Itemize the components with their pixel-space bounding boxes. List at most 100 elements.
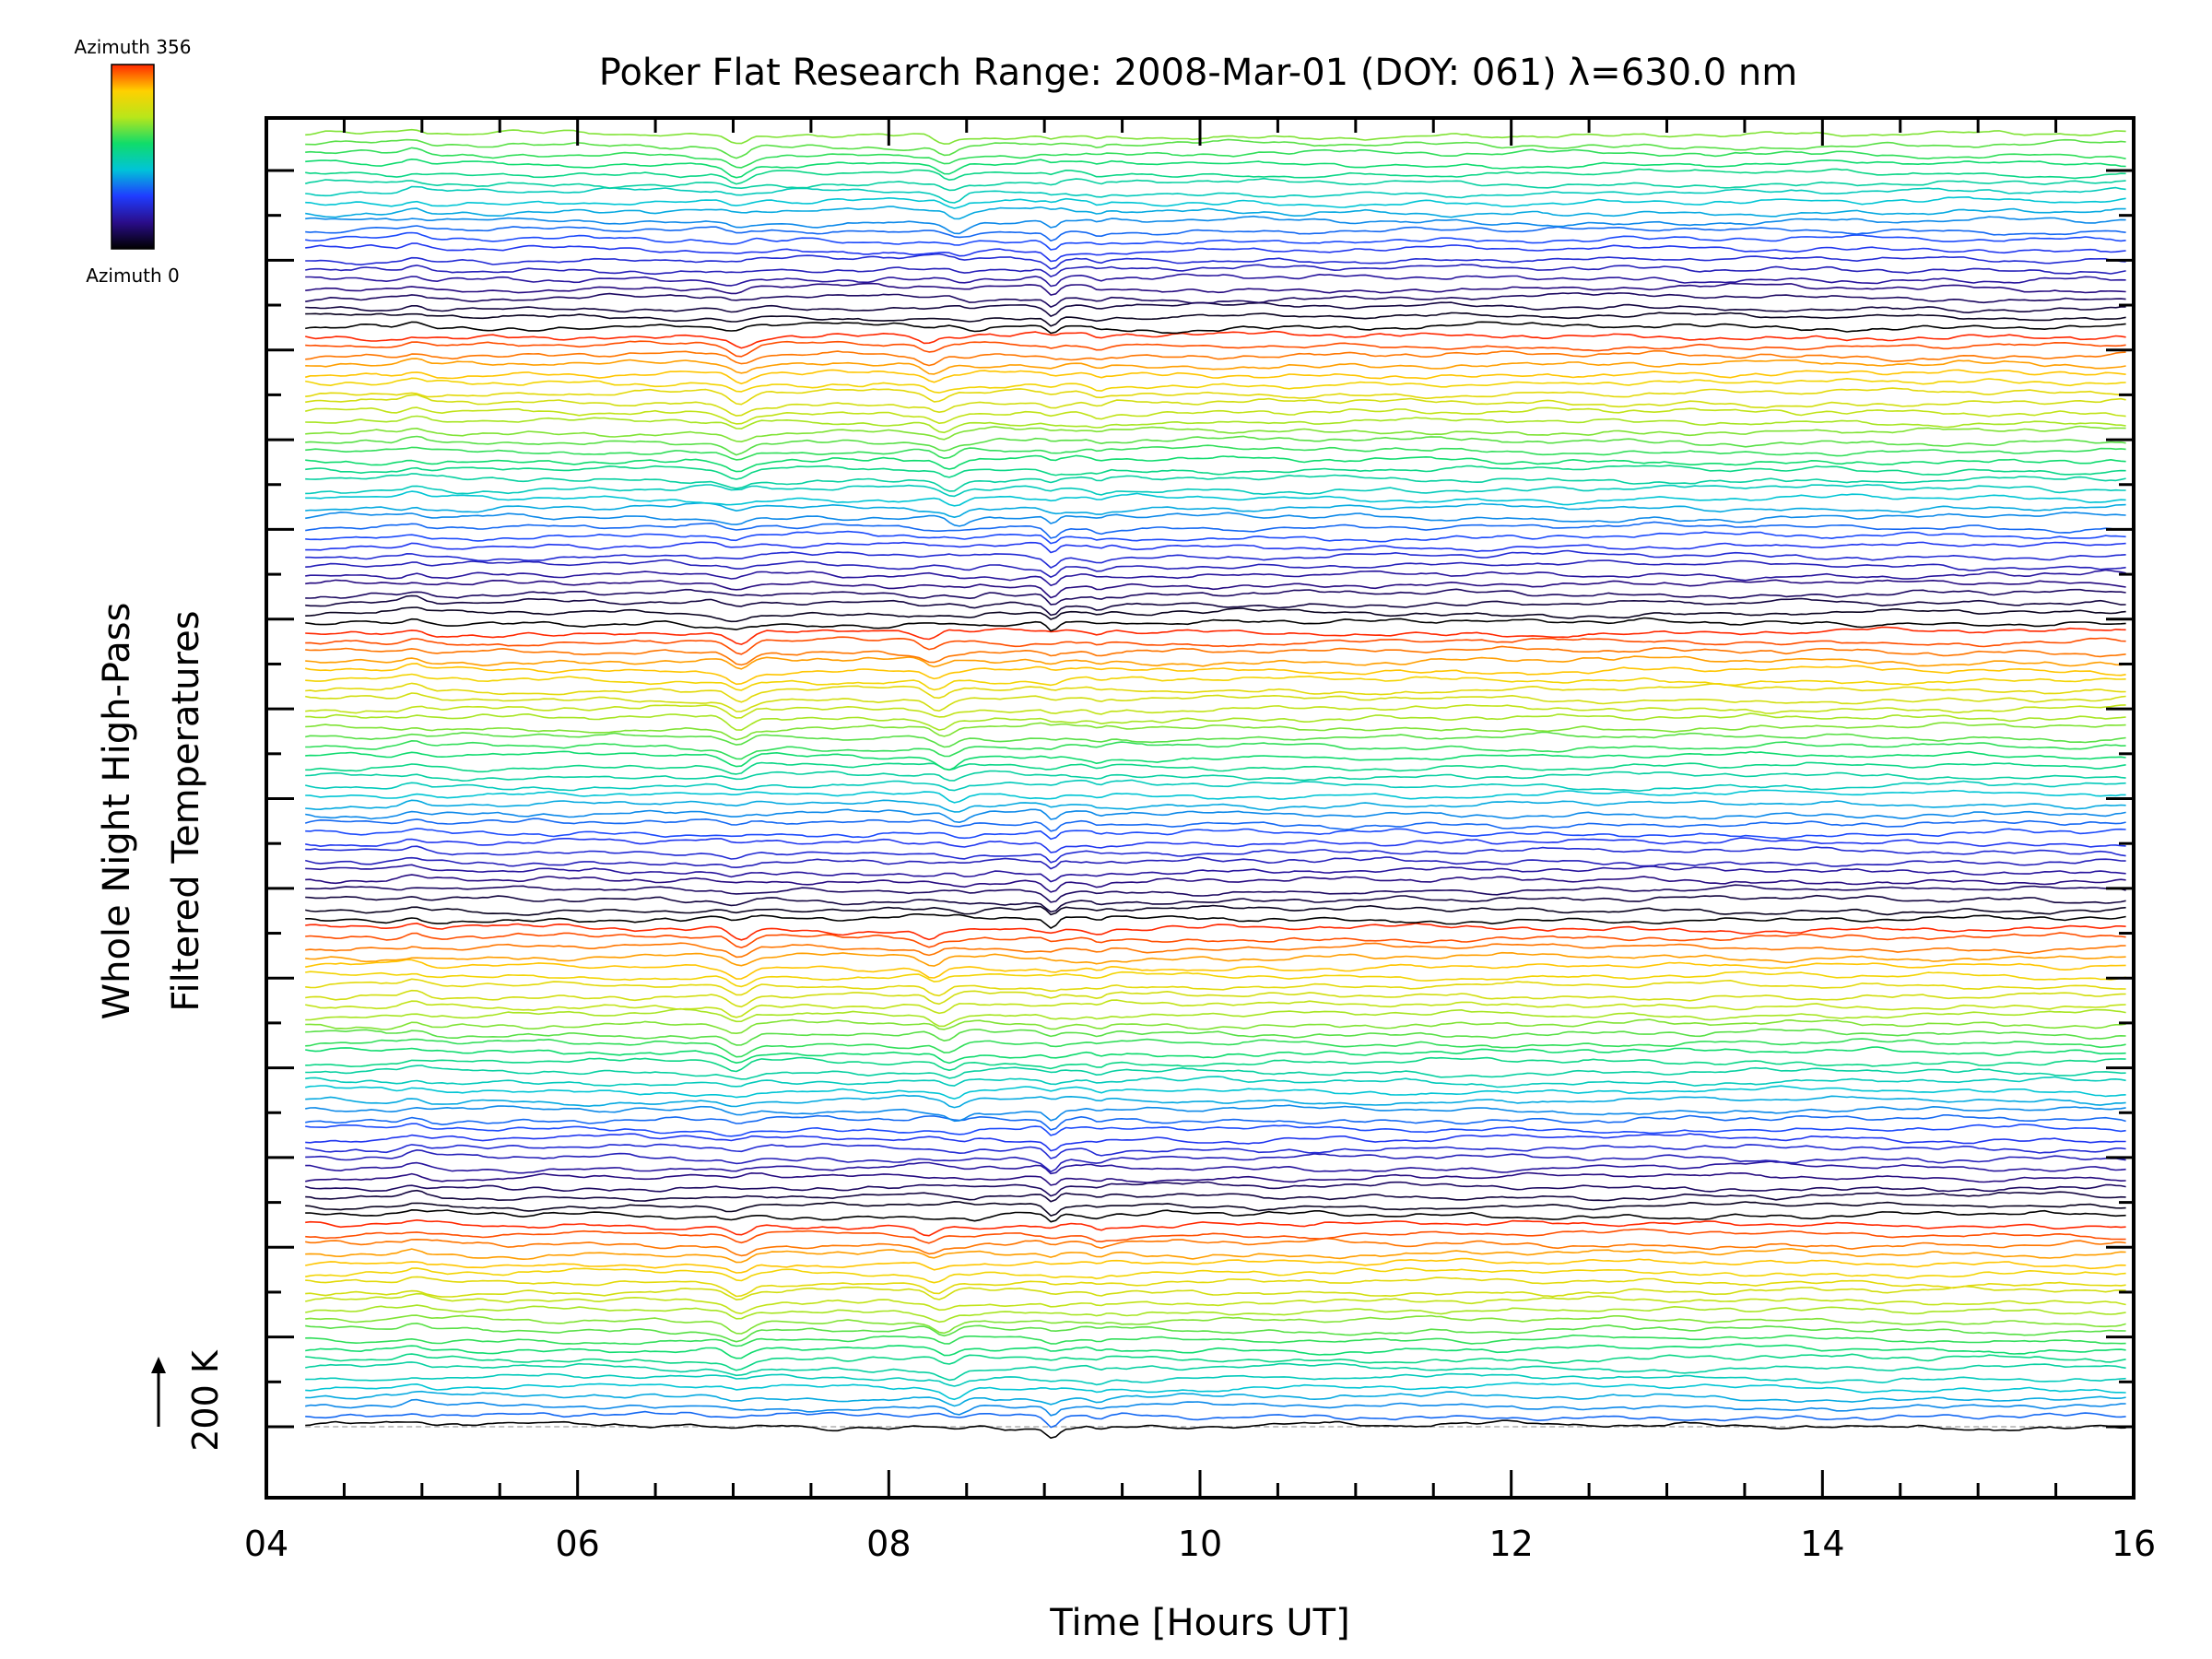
x-tick-label: 10 bbox=[1178, 1524, 1222, 1564]
trace-line bbox=[305, 1046, 2126, 1065]
trace-line bbox=[305, 884, 2126, 903]
trace-line bbox=[305, 1361, 2126, 1382]
trace-line bbox=[305, 722, 2126, 741]
trace-line bbox=[305, 579, 2126, 599]
scale-bar: 200 K bbox=[151, 1349, 226, 1452]
trace-line bbox=[305, 415, 2126, 434]
trace-line bbox=[305, 1149, 2126, 1173]
trace-line bbox=[305, 1189, 2126, 1203]
trace-line bbox=[305, 856, 2126, 870]
colorbar-top-label: Azimuth 356 bbox=[75, 36, 192, 58]
trace-line bbox=[305, 1201, 2126, 1217]
trace-line bbox=[305, 828, 2126, 841]
trace-line bbox=[305, 636, 2126, 655]
trace-line bbox=[305, 989, 2126, 1008]
trace-line bbox=[305, 301, 2126, 317]
trace-line bbox=[305, 1267, 2126, 1284]
trace-line bbox=[305, 912, 2126, 929]
trace-line bbox=[305, 1076, 2126, 1088]
trace-line bbox=[305, 1248, 2126, 1264]
trace-line bbox=[305, 225, 2126, 242]
trace-line bbox=[305, 206, 2126, 220]
trace-line bbox=[305, 588, 2126, 606]
trace-line bbox=[305, 292, 2126, 308]
trace-line bbox=[305, 951, 2126, 967]
trace-line bbox=[305, 1398, 2126, 1417]
trace-line bbox=[305, 312, 2126, 327]
trace-line bbox=[305, 971, 2126, 988]
trace-line bbox=[305, 483, 2126, 498]
trace-line bbox=[305, 1257, 2126, 1274]
trace-line bbox=[305, 196, 2126, 209]
x-tick-label: 16 bbox=[2112, 1524, 2156, 1564]
trace-line bbox=[305, 168, 2126, 185]
trace-line bbox=[305, 264, 2126, 277]
x-tick-label: 12 bbox=[1488, 1524, 1533, 1564]
trace-line bbox=[305, 1133, 2126, 1152]
trace-line bbox=[305, 1419, 2126, 1439]
plot-frame bbox=[265, 116, 2136, 1500]
trace-line bbox=[305, 377, 2126, 394]
trace-line bbox=[305, 712, 2126, 731]
trace-line bbox=[305, 922, 2126, 941]
trace-line bbox=[305, 465, 2126, 480]
trace-line bbox=[305, 1353, 2126, 1371]
trace-line bbox=[305, 435, 2126, 456]
trace-line bbox=[305, 1334, 2126, 1347]
x-tick-label: 08 bbox=[866, 1524, 911, 1564]
trace-line bbox=[305, 663, 2126, 686]
trace-line bbox=[305, 490, 2126, 507]
trace-line bbox=[305, 932, 2126, 948]
trace-line bbox=[305, 959, 2126, 980]
trace-line bbox=[305, 864, 2126, 883]
trace-line bbox=[305, 1237, 2126, 1257]
trace-line bbox=[305, 942, 2126, 959]
trace-line bbox=[305, 501, 2126, 519]
trace-line bbox=[305, 159, 2126, 179]
trace-line bbox=[305, 530, 2126, 545]
trace-line bbox=[305, 645, 2126, 666]
trace-line bbox=[305, 1171, 2126, 1186]
trace-line bbox=[305, 1219, 2126, 1237]
trace-line bbox=[305, 541, 2126, 554]
trace-line bbox=[305, 750, 2126, 771]
azimuth-colorbar: Azimuth 356 Azimuth 0 bbox=[75, 36, 192, 287]
trace-line bbox=[305, 808, 2126, 824]
trace-line bbox=[305, 779, 2126, 793]
trace-line bbox=[305, 770, 2126, 782]
trace-line bbox=[305, 703, 2126, 719]
trace-line bbox=[305, 1056, 2126, 1073]
trace-line bbox=[305, 1085, 2126, 1100]
trace-line bbox=[305, 1094, 2126, 1109]
trace-line bbox=[305, 1323, 2126, 1343]
scale-bar-label: 200 K bbox=[185, 1349, 226, 1452]
trace-line bbox=[305, 1114, 2126, 1131]
trace-line bbox=[305, 1028, 2126, 1046]
trace-line bbox=[305, 837, 2126, 853]
trace-line bbox=[305, 231, 2126, 251]
trace-line bbox=[305, 1285, 2126, 1300]
x-axis-label: Time [Hours UT] bbox=[1049, 1602, 1349, 1644]
y-axis-label-line1: Whole Night High-Pass bbox=[96, 603, 138, 1020]
trace-line bbox=[305, 999, 2126, 1018]
trace-line bbox=[305, 874, 2126, 893]
trace-line bbox=[304, 1181, 2126, 1197]
trace-line bbox=[305, 1304, 2126, 1324]
trace-line bbox=[305, 330, 2126, 349]
trace-line bbox=[305, 473, 2126, 492]
trace-line bbox=[305, 799, 2126, 813]
trace-line bbox=[305, 340, 2126, 358]
y-axis-ticks bbox=[266, 169, 2134, 1429]
trace-line bbox=[305, 1038, 2126, 1058]
chart-title: Poker Flat Research Range: 2008-Mar-01 (… bbox=[599, 52, 1797, 94]
trace-line bbox=[305, 673, 2126, 691]
trace-line bbox=[305, 1390, 2126, 1407]
trace-line bbox=[305, 845, 2126, 864]
x-tick-label: 06 bbox=[555, 1524, 599, 1564]
trace-line bbox=[304, 818, 2126, 832]
trace-line bbox=[305, 425, 2126, 443]
trace-line bbox=[305, 1143, 2126, 1159]
x-tick-label: 04 bbox=[244, 1524, 288, 1564]
trace-line bbox=[305, 177, 2126, 192]
